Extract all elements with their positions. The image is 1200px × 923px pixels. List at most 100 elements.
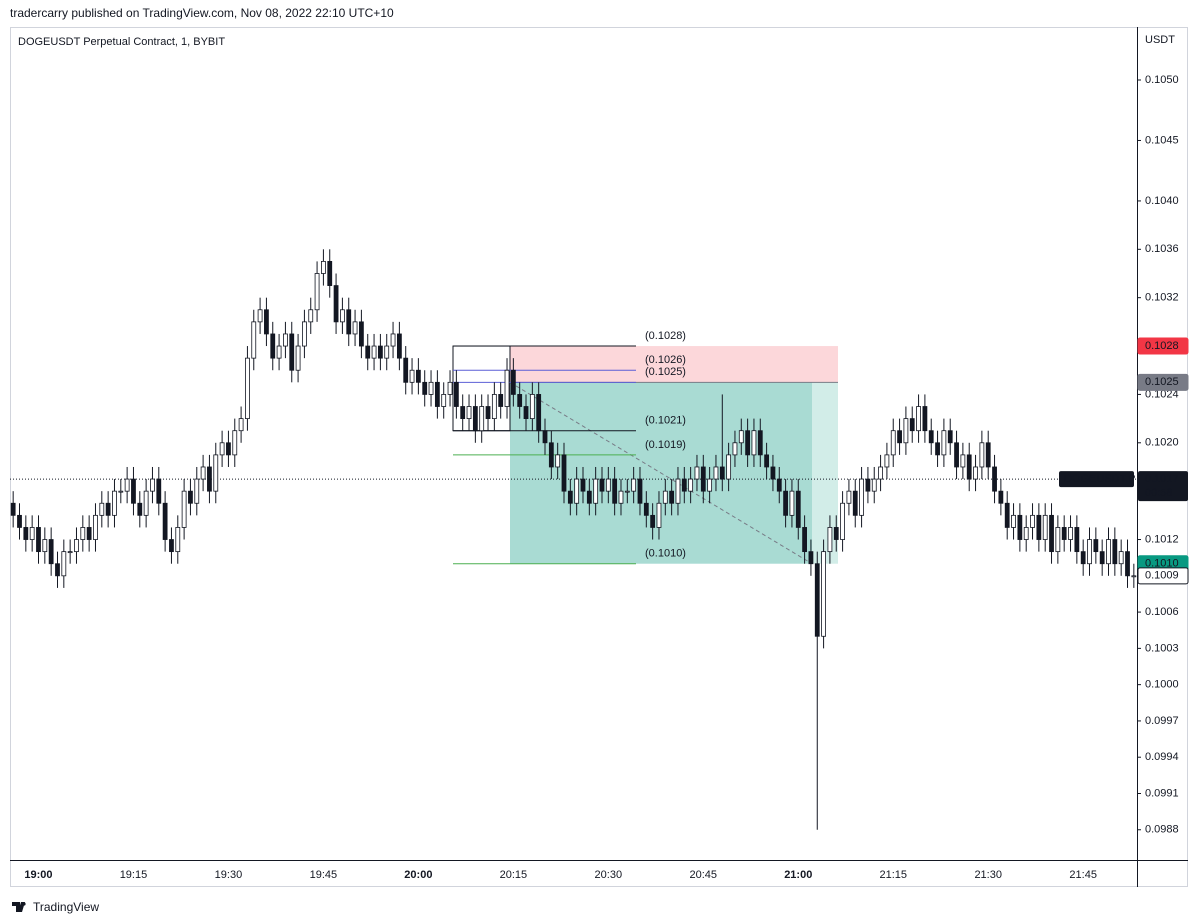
candle-body — [333, 285, 339, 323]
candle-body — [846, 490, 852, 504]
candle-body — [1099, 551, 1105, 565]
price-marker-label: 0.1028 — [1145, 340, 1179, 352]
candle-body — [745, 430, 751, 456]
symbol-label: DOGEUSDT.P — [1064, 473, 1136, 485]
candle-body — [1049, 514, 1054, 553]
candle-body — [814, 563, 820, 637]
candle-body — [916, 406, 921, 432]
candle-body — [985, 442, 991, 468]
price-marker-label: 0.1009 — [1145, 570, 1179, 582]
candle-body — [776, 478, 782, 492]
candle-body — [422, 381, 428, 395]
candle-body — [1112, 539, 1118, 565]
candle-body — [295, 345, 301, 371]
candle-body — [802, 527, 807, 553]
chart-title: DOGEUSDT Perpetual Contract, 1, BYBIT — [18, 36, 225, 48]
candle-body — [751, 430, 757, 456]
candle-body — [903, 418, 909, 444]
candle-body — [618, 490, 624, 504]
candle-body — [738, 430, 744, 444]
candle-body — [321, 260, 326, 274]
candle-body — [998, 490, 1004, 504]
candle-body — [29, 527, 35, 540]
y-tick-label: 0.1045 — [1145, 134, 1179, 146]
stop-zone — [510, 346, 838, 383]
candle-body — [491, 394, 497, 420]
candle-body — [852, 490, 858, 516]
y-tick-label: 0.1006 — [1145, 606, 1179, 618]
candle-body — [377, 345, 383, 359]
candle-body — [732, 442, 738, 456]
candle-body — [928, 430, 934, 444]
candle-body — [840, 502, 845, 540]
candle-body — [637, 478, 643, 504]
candle-body — [1036, 514, 1042, 540]
candle-body — [947, 430, 953, 444]
level-label: (0.1010) — [645, 548, 686, 560]
y-tick-label: 0.1020 — [1145, 437, 1179, 449]
candle-body — [365, 345, 371, 359]
candle-body — [403, 357, 409, 383]
candle-body — [1125, 551, 1130, 577]
x-tick-label: 20:30 — [595, 869, 623, 881]
candle-body — [770, 466, 776, 480]
level-label: (0.1026) — [645, 354, 686, 366]
candle-body — [859, 478, 864, 516]
candle-body — [542, 430, 548, 444]
candle-body — [1074, 527, 1080, 553]
candle-body — [10, 502, 16, 516]
candle-body — [93, 514, 98, 540]
candle-body — [1030, 514, 1035, 528]
candle-body — [707, 478, 713, 492]
candle-body — [1061, 527, 1067, 540]
candle-body — [561, 454, 567, 492]
candle-body — [314, 273, 320, 311]
candle-body — [55, 563, 60, 577]
level-label: (0.1028) — [645, 330, 686, 342]
x-tick-label: 21:45 — [1069, 869, 1097, 881]
candle-body — [783, 490, 789, 516]
candle-body — [548, 442, 554, 468]
header: tradercarry published on TradingView.com… — [10, 6, 394, 20]
level-label: (0.1019) — [645, 439, 686, 451]
current-price-label: 0.1017 — [1145, 473, 1179, 485]
candle-body — [390, 333, 396, 347]
level-label: (0.1021) — [645, 415, 686, 427]
candle-body — [1087, 539, 1092, 565]
candle-body — [681, 478, 687, 492]
candle-body — [669, 490, 675, 504]
candle-body — [726, 454, 732, 480]
candle-body — [865, 478, 871, 492]
candle-body — [23, 527, 29, 540]
y-tick-label: 0.1032 — [1145, 292, 1179, 304]
candle-body — [466, 406, 472, 420]
candle-body — [555, 454, 561, 468]
candle-body — [61, 551, 67, 577]
y-tick-label: 0.0994 — [1145, 751, 1179, 763]
candle-body — [789, 490, 795, 516]
candle-body — [510, 369, 516, 395]
candle-body — [884, 454, 890, 468]
candle-body — [941, 430, 947, 456]
candle-body — [1080, 551, 1086, 565]
candle-body — [643, 502, 649, 516]
candle-body — [694, 466, 700, 480]
candle-body — [409, 369, 415, 383]
candle-body — [1011, 514, 1016, 528]
candle-body — [74, 539, 79, 553]
candle-body — [612, 478, 618, 504]
candle-body — [764, 454, 770, 468]
x-tick-label: 21:15 — [879, 869, 907, 881]
candle-body — [169, 539, 174, 553]
candle-body — [675, 478, 681, 504]
candle-body — [935, 442, 940, 456]
price-marker-label: 0.1025 — [1145, 376, 1179, 388]
candle-body — [213, 454, 219, 492]
candle-body — [1068, 527, 1073, 540]
chart-frame — [10, 27, 1188, 887]
candle-body — [441, 394, 447, 407]
candle-body — [719, 466, 725, 480]
candle-body — [346, 309, 352, 335]
candle-body — [504, 369, 510, 407]
